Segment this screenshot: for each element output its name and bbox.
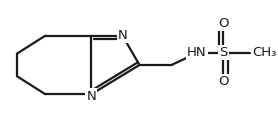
Text: O: O (218, 17, 229, 30)
Text: S: S (219, 46, 228, 59)
Text: O: O (218, 75, 229, 88)
Text: CH₃: CH₃ (253, 46, 277, 59)
Text: N: N (86, 90, 96, 103)
Text: HN: HN (187, 46, 207, 59)
Text: N: N (118, 29, 127, 42)
